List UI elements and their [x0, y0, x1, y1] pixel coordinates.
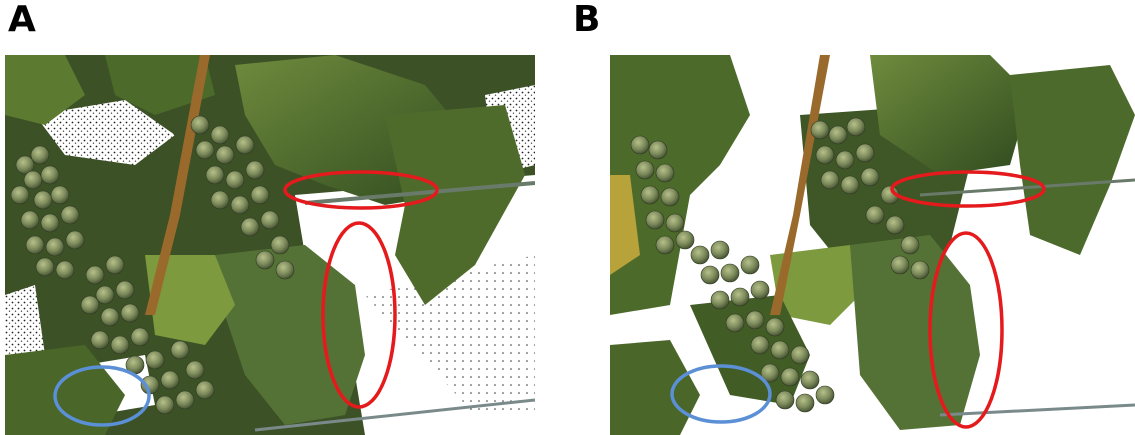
panel-b-label: B	[573, 0, 601, 40]
panel-b-point-cloud-image	[610, 55, 1135, 435]
panel-a-point-cloud-image	[5, 55, 535, 435]
panel-a-label: A	[8, 0, 36, 40]
